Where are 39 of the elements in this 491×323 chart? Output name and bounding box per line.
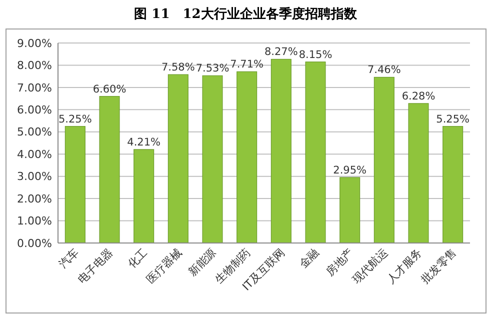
chart-title: 图 11 12大行业企业各季度招聘指数 — [134, 6, 358, 22]
data-label: 6.28% — [402, 90, 436, 102]
bar — [236, 71, 258, 244]
y-tick-label: 2.00% — [17, 192, 52, 206]
data-label: 4.21% — [127, 136, 161, 148]
y-tick-label: 4.00% — [17, 148, 52, 161]
data-label: 5.25% — [436, 113, 470, 126]
bar — [168, 74, 188, 244]
bar — [305, 62, 326, 244]
y-tick-label: 6.00% — [17, 104, 52, 117]
bar — [340, 177, 360, 244]
bar — [64, 126, 86, 244]
x-tick-label: 现代航运 — [350, 246, 390, 286]
data-label: 7.71% — [230, 58, 264, 71]
x-tick-label: 金融 — [296, 246, 322, 271]
data-label: 2.95% — [333, 164, 367, 176]
y-tick-label: 5.00% — [17, 126, 52, 139]
bar — [134, 149, 154, 244]
bar — [202, 75, 223, 244]
data-label: 8.15% — [298, 48, 332, 61]
data-label: 7.58% — [161, 62, 195, 74]
data-label: 5.25% — [58, 113, 92, 126]
data-label: 8.27% — [264, 46, 298, 58]
bar — [408, 103, 429, 244]
bar — [99, 96, 120, 244]
y-tick-label: 9.00% — [17, 36, 52, 50]
bar — [442, 126, 464, 244]
y-tick-label: 3.00% — [17, 170, 52, 184]
y-tick-label: 8.00% — [17, 59, 52, 72]
x-tick-label: 汽车 — [56, 246, 82, 271]
data-label: 6.60% — [92, 83, 126, 96]
y-tick-label: 7.00% — [17, 81, 52, 94]
y-tick-label: 1.00% — [17, 214, 52, 228]
data-label: 7.46% — [367, 64, 401, 76]
x-tick-label: 化工 — [125, 246, 150, 271]
data-label: 7.53% — [196, 62, 230, 75]
bar — [374, 76, 394, 244]
bar — [270, 58, 292, 244]
y-tick-label: 0.00% — [17, 236, 52, 250]
